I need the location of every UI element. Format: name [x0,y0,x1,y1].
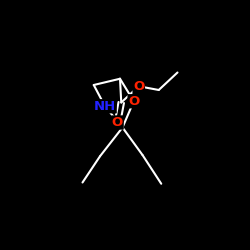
Text: O: O [133,80,144,93]
Text: O: O [112,116,123,129]
Text: NH: NH [94,100,116,113]
Text: O: O [128,95,140,108]
